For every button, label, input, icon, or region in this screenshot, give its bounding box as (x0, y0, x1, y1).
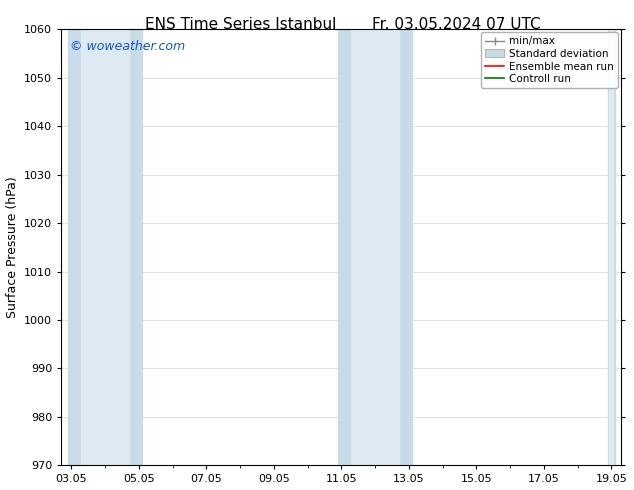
Legend: min/max, Standard deviation, Ensemble mean run, Controll run: min/max, Standard deviation, Ensemble me… (481, 32, 618, 88)
Bar (81, 29, 129, 465)
Text: © woweather.com: © woweather.com (70, 40, 184, 53)
Y-axis label: Surface Pressure (hPa): Surface Pressure (hPa) (6, 176, 18, 318)
Bar (338, 29, 412, 465)
Bar (351, 29, 399, 465)
Text: Fr. 03.05.2024 07 UTC: Fr. 03.05.2024 07 UTC (372, 17, 541, 32)
Bar (608, 29, 615, 465)
Text: ENS Time Series Istanbul: ENS Time Series Istanbul (145, 17, 337, 32)
Bar (68, 29, 142, 465)
Bar (609, 29, 614, 465)
